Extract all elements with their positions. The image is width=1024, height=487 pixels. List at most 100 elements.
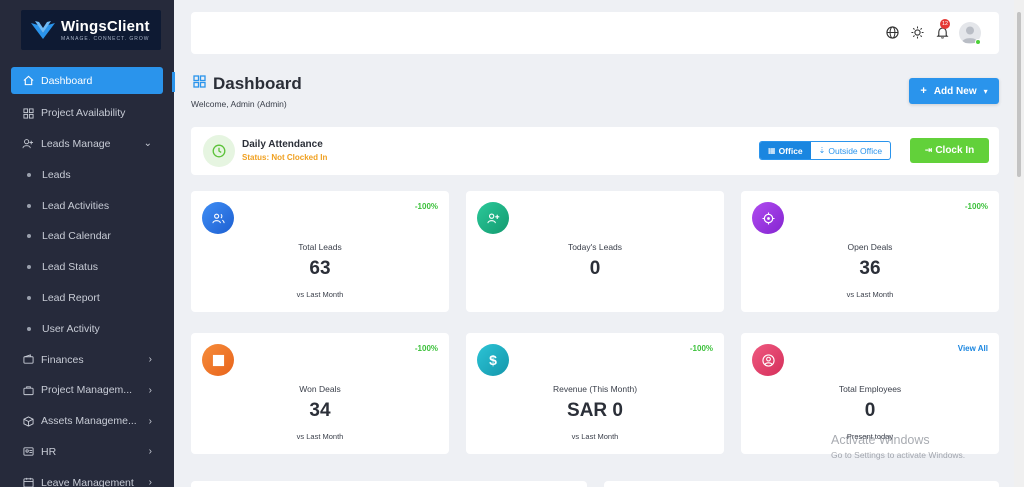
target-icon	[752, 202, 784, 234]
sidebar-item-project-management[interactable]: Project Managem... ›	[0, 375, 174, 406]
sidebar-item-leave-management[interactable]: Leave Management ›	[0, 467, 174, 487]
sidebar-item-label: Lead Report	[42, 291, 100, 304]
bullet-icon	[27, 203, 31, 208]
outside-office-label: Outside Office	[828, 145, 883, 156]
user-circle-icon	[752, 344, 784, 376]
sidebar-item-label: Project Availability	[41, 107, 126, 120]
card-value: 63	[309, 258, 331, 279]
page-scrollbar[interactable]	[1014, 0, 1024, 487]
stat-card-open-deals[interactable]: -100% Open Deals 36 vs Last Month	[741, 191, 999, 312]
sidebar-item-label: Lead Activities	[42, 199, 110, 212]
sidebar-item-dashboard[interactable]: Dashboard	[11, 67, 163, 94]
sidebar-item-label: Project Managem...	[41, 384, 133, 397]
card-value: 0	[589, 258, 601, 279]
chevron-down-icon: ▾	[983, 86, 988, 96]
office-toggle-button[interactable]: ▦ Office	[760, 142, 811, 159]
briefcase-icon	[22, 384, 34, 396]
users-icon	[202, 202, 234, 234]
brand-name: WingsClient	[61, 18, 150, 35]
card-value: 34	[309, 400, 331, 421]
dashboard-grid-icon	[193, 75, 206, 88]
sidebar-item-lead-activities[interactable]: Lead Activities	[0, 190, 174, 221]
card-sub: vs Last Month	[571, 432, 619, 441]
sidebar-item-label: Lead Status	[42, 261, 99, 274]
globe-icon[interactable]	[885, 26, 899, 40]
plus-icon: +	[920, 85, 927, 97]
attendance-title: Daily Attendance	[242, 139, 323, 150]
card-label: Total Leads	[298, 242, 342, 252]
notification-badge: 12	[940, 19, 950, 29]
bullet-icon	[27, 326, 31, 331]
grid-icon	[22, 107, 34, 119]
user-plus-icon	[22, 138, 34, 150]
bullet-icon	[27, 265, 31, 270]
clock-in-button[interactable]: ⇥ Clock In	[910, 138, 989, 163]
stat-card-todays-leads[interactable]: Today's Leads 0	[466, 191, 724, 312]
chevron-right-icon: ›	[148, 477, 152, 487]
add-new-button[interactable]: + Add New ▾	[909, 78, 999, 104]
page-title: Dashboard	[213, 74, 302, 93]
sidebar-item-user-activity[interactable]: User Activity	[0, 313, 174, 344]
wings-logo-icon	[31, 21, 55, 39]
avatar[interactable]	[959, 22, 981, 44]
scrollbar-thumb[interactable]	[1017, 12, 1021, 177]
sidebar-item-label: Assets Manageme...	[41, 415, 137, 428]
user-plus-icon	[477, 202, 509, 234]
welcome-text: Welcome, Admin (Admin)	[191, 99, 287, 109]
sidebar-item-hr[interactable]: HR ›	[0, 437, 174, 468]
sidebar-item-finances[interactable]: Finances ›	[0, 344, 174, 375]
card-label: Revenue (This Month)	[552, 384, 638, 394]
square-icon	[202, 344, 234, 376]
card-label: Total Employees	[838, 384, 902, 394]
sidebar-item-label: Leads Manage	[41, 137, 111, 150]
office-label: Office	[778, 145, 803, 156]
sidebar: WingsClient MANAGE. CONNECT. GROW Dashbo…	[0, 0, 174, 487]
sidebar-item-lead-status[interactable]: Lead Status	[0, 252, 174, 283]
card-sub: vs Last Month	[296, 432, 344, 441]
bottom-panel-left	[191, 481, 587, 487]
top-header: 12	[191, 12, 999, 54]
card-label: Open Deals	[847, 242, 893, 252]
card-sub: Present today	[846, 432, 894, 441]
watermark-title: Activate Windows	[831, 433, 930, 447]
bullet-icon	[27, 172, 31, 177]
calendar-icon	[22, 477, 34, 487]
sidebar-item-label: Finances	[41, 353, 84, 366]
outside-office-toggle-button[interactable]: ⇣ Outside Office	[811, 142, 890, 159]
daily-attendance-panel: Daily Attendance Status: Not Clocked In …	[191, 127, 999, 175]
stat-card-total-employees[interactable]: View All Total Employees 0 Present today	[741, 333, 999, 454]
stat-card-won-deals[interactable]: -100% Won Deals 34 vs Last Month	[191, 333, 449, 454]
sidebar-item-label: Dashboard	[41, 74, 93, 87]
stat-card-revenue[interactable]: $ -100% Revenue (This Month) SAR 0 vs La…	[466, 333, 724, 454]
sidebar-item-leads-manage[interactable]: Leads Manage ⌄	[0, 129, 174, 160]
chevron-right-icon: ›	[148, 415, 152, 427]
card-value: 0	[864, 400, 876, 421]
brand-logo[interactable]: WingsClient MANAGE. CONNECT. GROW	[21, 10, 161, 50]
sidebar-item-project-availability[interactable]: Project Availability	[0, 98, 174, 129]
chevron-right-icon: ›	[148, 446, 152, 458]
sidebar-item-leads[interactable]: Leads	[0, 159, 174, 190]
brand-tagline: MANAGE. CONNECT. GROW	[61, 36, 150, 42]
sidebar-item-label: HR	[41, 445, 57, 458]
chevron-down-icon: ⌄	[143, 138, 152, 150]
card-label: Won Deals	[299, 384, 341, 394]
card-change: -100%	[689, 344, 713, 353]
sun-icon[interactable]	[910, 26, 924, 40]
sidebar-item-assets-management[interactable]: Assets Manageme... ›	[0, 406, 174, 437]
view-all-link[interactable]: View All	[957, 344, 988, 353]
id-card-icon	[22, 446, 34, 458]
sidebar-item-lead-calendar[interactable]: Lead Calendar	[0, 221, 174, 252]
sidebar-item-label: Leads	[42, 168, 71, 181]
card-sub: vs Last Month	[296, 290, 344, 299]
sidebar-nav: Dashboard Project Availability Leads Man…	[0, 67, 174, 487]
stat-card-total-leads[interactable]: -100% Total Leads 63 vs Last Month	[191, 191, 449, 312]
clock-icon	[203, 135, 235, 167]
location-toggle: ▦ Office ⇣ Outside Office	[759, 141, 892, 160]
bullet-icon	[27, 295, 31, 300]
attendance-status: Status: Not Clocked In	[242, 153, 328, 162]
sidebar-item-label: Leave Management	[41, 476, 134, 487]
clock-in-label: Clock In	[935, 145, 975, 156]
chevron-right-icon: ›	[148, 384, 152, 396]
bullet-icon	[27, 234, 31, 239]
sidebar-item-lead-report[interactable]: Lead Report	[0, 283, 174, 314]
